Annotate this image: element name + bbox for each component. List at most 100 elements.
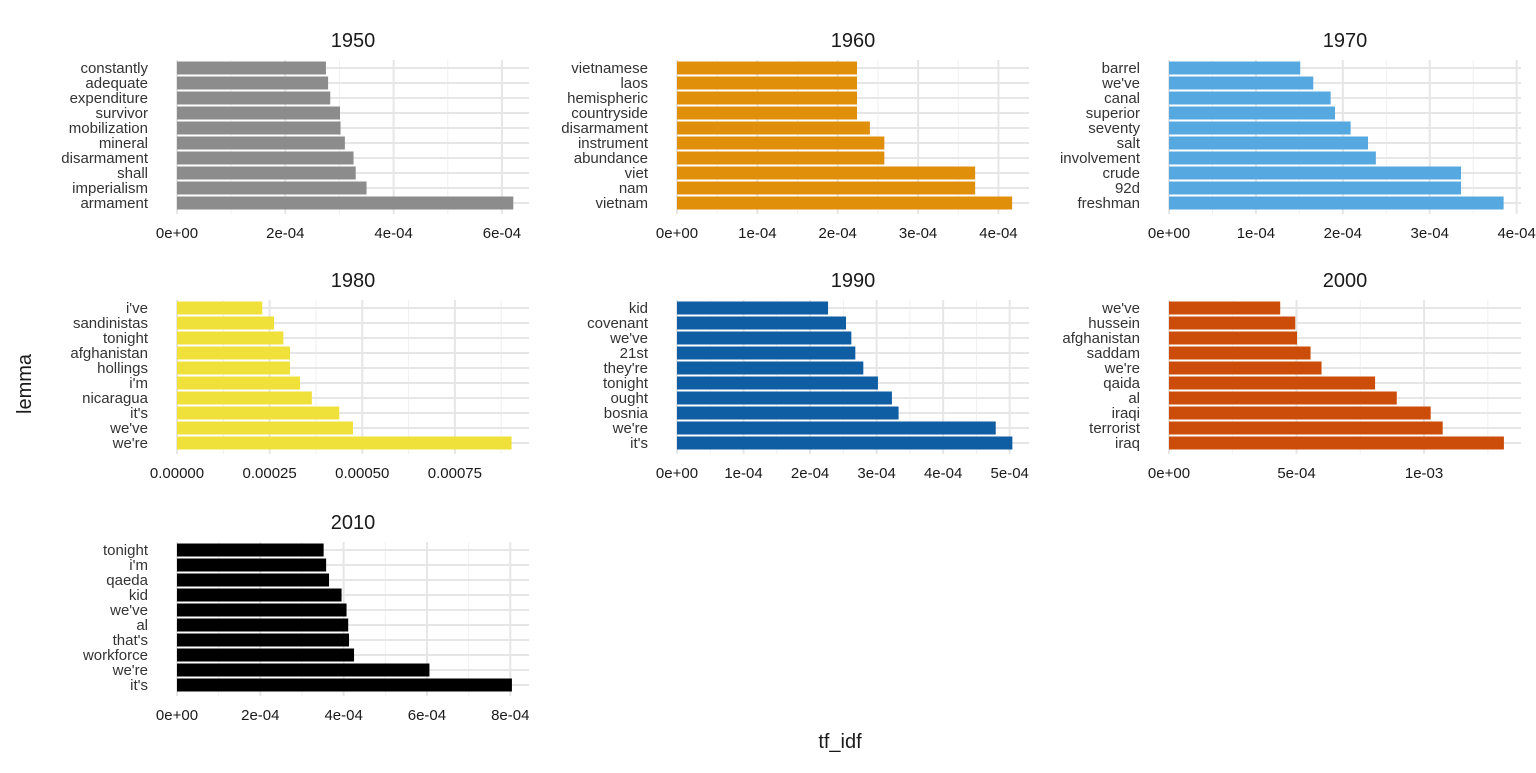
bar-1980-nicaragua [177, 391, 312, 405]
x-tick-label: 0.00000 [150, 465, 204, 482]
category-label: canal [1104, 90, 1140, 107]
x-tick-label: 0e+00 [1148, 465, 1190, 482]
x-tick-label: 0.00075 [428, 465, 482, 482]
category-label: mineral [99, 135, 148, 152]
category-label: afghanistan [1062, 330, 1140, 347]
x-tick-label: 1e-04 [724, 465, 762, 482]
bar-1970-barrel [1169, 61, 1301, 75]
category-label: hollings [97, 360, 148, 377]
facet-panel-1990: kidcovenantwe've21stthey'retonightoughtb… [587, 270, 1029, 482]
category-label: 92d [1115, 180, 1140, 197]
category-label: bosnia [604, 405, 649, 422]
x-tick-label: 2e-04 [819, 225, 857, 242]
bar-1950-disarmament [177, 151, 354, 165]
category-label: mobilization [69, 120, 148, 137]
category-label: workforce [82, 647, 148, 664]
category-label: hemispheric [567, 90, 648, 107]
bar-1950-shall [177, 166, 356, 180]
x-tick-label: 0e+00 [156, 225, 198, 242]
bar-1950-constantly [177, 61, 326, 75]
category-label: we've [1101, 75, 1140, 92]
category-label: seventy [1088, 120, 1140, 137]
x-tick-label: 2e-04 [791, 465, 829, 482]
x-tick-label: 3e-04 [857, 465, 895, 482]
category-label: superior [1086, 105, 1140, 122]
category-label: we're [112, 662, 148, 679]
bar-2010-tonight [177, 543, 324, 557]
bar-1960-vietnam [677, 196, 1013, 210]
facet-title: 1950 [331, 30, 376, 52]
bar-1980-afghanistan [177, 346, 291, 360]
category-label: salt [1117, 135, 1141, 152]
facet-title: 1970 [1323, 30, 1368, 52]
bar-1980-hollings [177, 361, 291, 375]
category-label: afghanistan [70, 345, 148, 362]
bar-2010-workforce [177, 648, 355, 662]
bar-2000-saddam [1169, 346, 1311, 360]
category-label: it's [130, 677, 148, 694]
category-label: imperialism [72, 180, 148, 197]
category-label: terrorist [1089, 420, 1141, 437]
category-label: we're [1104, 360, 1140, 377]
bar-1960-abundance [677, 151, 885, 165]
bar-1950-imperialism [177, 181, 367, 195]
x-tick-label: 2e-04 [241, 707, 279, 724]
bar-2000-we're [1169, 361, 1322, 375]
facet-title: 2010 [331, 512, 376, 534]
bar-1980-it's [177, 406, 340, 420]
bar-2010-we've [177, 603, 347, 617]
x-tick-label: 0e+00 [656, 225, 698, 242]
category-label: vietnamese [571, 60, 648, 77]
category-label: armament [80, 195, 148, 212]
bar-1960-instrument [677, 136, 885, 150]
facet-panel-2010: tonighti'mqaedakidwe'vealthat'sworkforce… [82, 512, 529, 724]
facet-panel-1970: barrelwe'vecanalsuperiorseventysaltinvol… [1060, 30, 1536, 242]
bar-1960-laos [677, 76, 858, 90]
facet-panel-2000: we'vehusseinafghanistansaddamwe'reqaidaa… [1062, 270, 1521, 482]
category-label: abundance [574, 150, 648, 167]
bar-1990-they're [677, 361, 864, 375]
category-label: sandinistas [73, 315, 148, 332]
bar-1970-seventy [1169, 121, 1351, 135]
category-label: al [1128, 390, 1140, 407]
y-axis-title: lemma [14, 353, 36, 414]
bar-1950-survivor [177, 106, 341, 120]
bar-2010-that's [177, 633, 350, 647]
category-label: vietnam [595, 195, 648, 212]
category-label: we're [612, 420, 648, 437]
facet-title: 1960 [831, 30, 876, 52]
x-tick-label: 2e-04 [1324, 225, 1362, 242]
category-label: qaeda [106, 572, 148, 589]
category-label: we're [112, 435, 148, 452]
category-label: nicaragua [82, 390, 149, 407]
bar-1970-superior [1169, 106, 1336, 120]
x-tick-label: 1e-04 [1237, 225, 1275, 242]
bar-1970-canal [1169, 91, 1331, 105]
category-label: disarmament [61, 150, 149, 167]
category-label: laos [620, 75, 648, 92]
category-label: that's [113, 632, 148, 649]
category-label: we've [1101, 300, 1140, 317]
category-label: countryside [571, 105, 648, 122]
category-label: viet [625, 165, 649, 182]
bar-1990-21st [677, 346, 856, 360]
bar-1990-it's [677, 436, 1013, 450]
category-label: shall [117, 165, 148, 182]
bar-1980-i'm [177, 376, 301, 390]
category-label: saddam [1087, 345, 1140, 362]
bar-1990-bosnia [677, 406, 899, 420]
x-tick-label: 6e-04 [483, 225, 521, 242]
category-label: ought [610, 390, 648, 407]
bar-2000-terrorist [1169, 421, 1443, 435]
bar-1970-crude [1169, 166, 1462, 180]
bar-2000-hussein [1169, 316, 1296, 330]
x-tick-label: 5e-04 [991, 465, 1029, 482]
category-label: tonight [103, 542, 149, 559]
bar-1970-we've [1169, 76, 1314, 90]
bar-2000-iraqi [1169, 406, 1431, 420]
category-label: adequate [85, 75, 148, 92]
x-tick-label: 0.00025 [243, 465, 297, 482]
x-tick-label: 5e-04 [1277, 465, 1315, 482]
bar-2010-kid [177, 588, 342, 602]
